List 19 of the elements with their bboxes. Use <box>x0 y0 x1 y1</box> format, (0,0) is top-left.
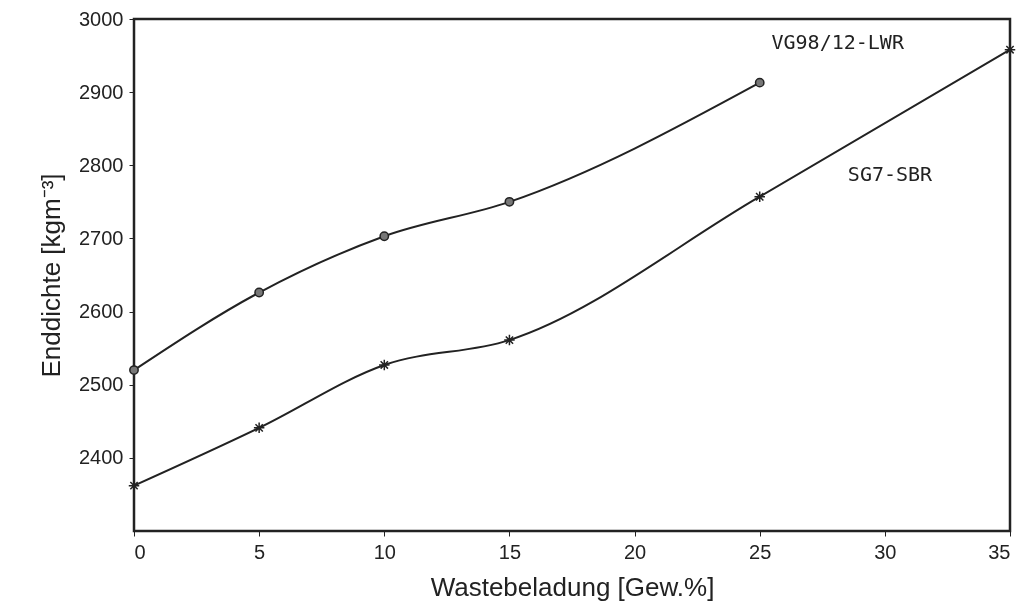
x-tick-label: 30 <box>874 540 897 563</box>
y-axis-title: Enddichte [kgm⁻³] <box>36 173 67 378</box>
series-label: VG98/12-LWR <box>771 29 905 54</box>
x-tick-label: 5 <box>254 540 266 563</box>
x-axis-title: Wastebeladung [Gew.%] <box>430 571 715 602</box>
y-tick-label: 2700 <box>79 226 124 249</box>
x-tick-label: 0 <box>134 540 146 563</box>
y-tick-label: 2900 <box>79 80 124 103</box>
y-tick-label: 2800 <box>79 153 124 176</box>
x-tick-label: 15 <box>498 540 522 563</box>
y-tick-label: 3000 <box>79 7 124 30</box>
x-tick-label: 10 <box>373 540 396 563</box>
x-tick-label: 20 <box>623 540 647 563</box>
x-tick-label: 25 <box>749 540 772 563</box>
y-tick-label: 2600 <box>79 300 124 323</box>
series-label: SG7-SBR <box>847 161 934 186</box>
x-tick-label: 35 <box>988 540 1011 563</box>
y-tick-label: 2400 <box>79 446 124 469</box>
y-tick-label: 2500 <box>79 373 124 396</box>
